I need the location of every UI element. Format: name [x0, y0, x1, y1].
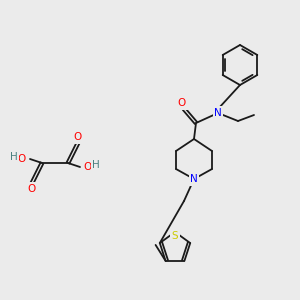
Text: H: H	[10, 152, 18, 162]
Text: O: O	[28, 184, 36, 194]
Text: O: O	[18, 154, 26, 164]
Text: N: N	[190, 174, 198, 184]
Text: O: O	[74, 132, 82, 142]
Text: N: N	[214, 108, 222, 118]
Text: H: H	[92, 160, 100, 170]
Text: O: O	[178, 98, 186, 108]
Text: S: S	[172, 231, 178, 241]
Text: O: O	[84, 162, 92, 172]
